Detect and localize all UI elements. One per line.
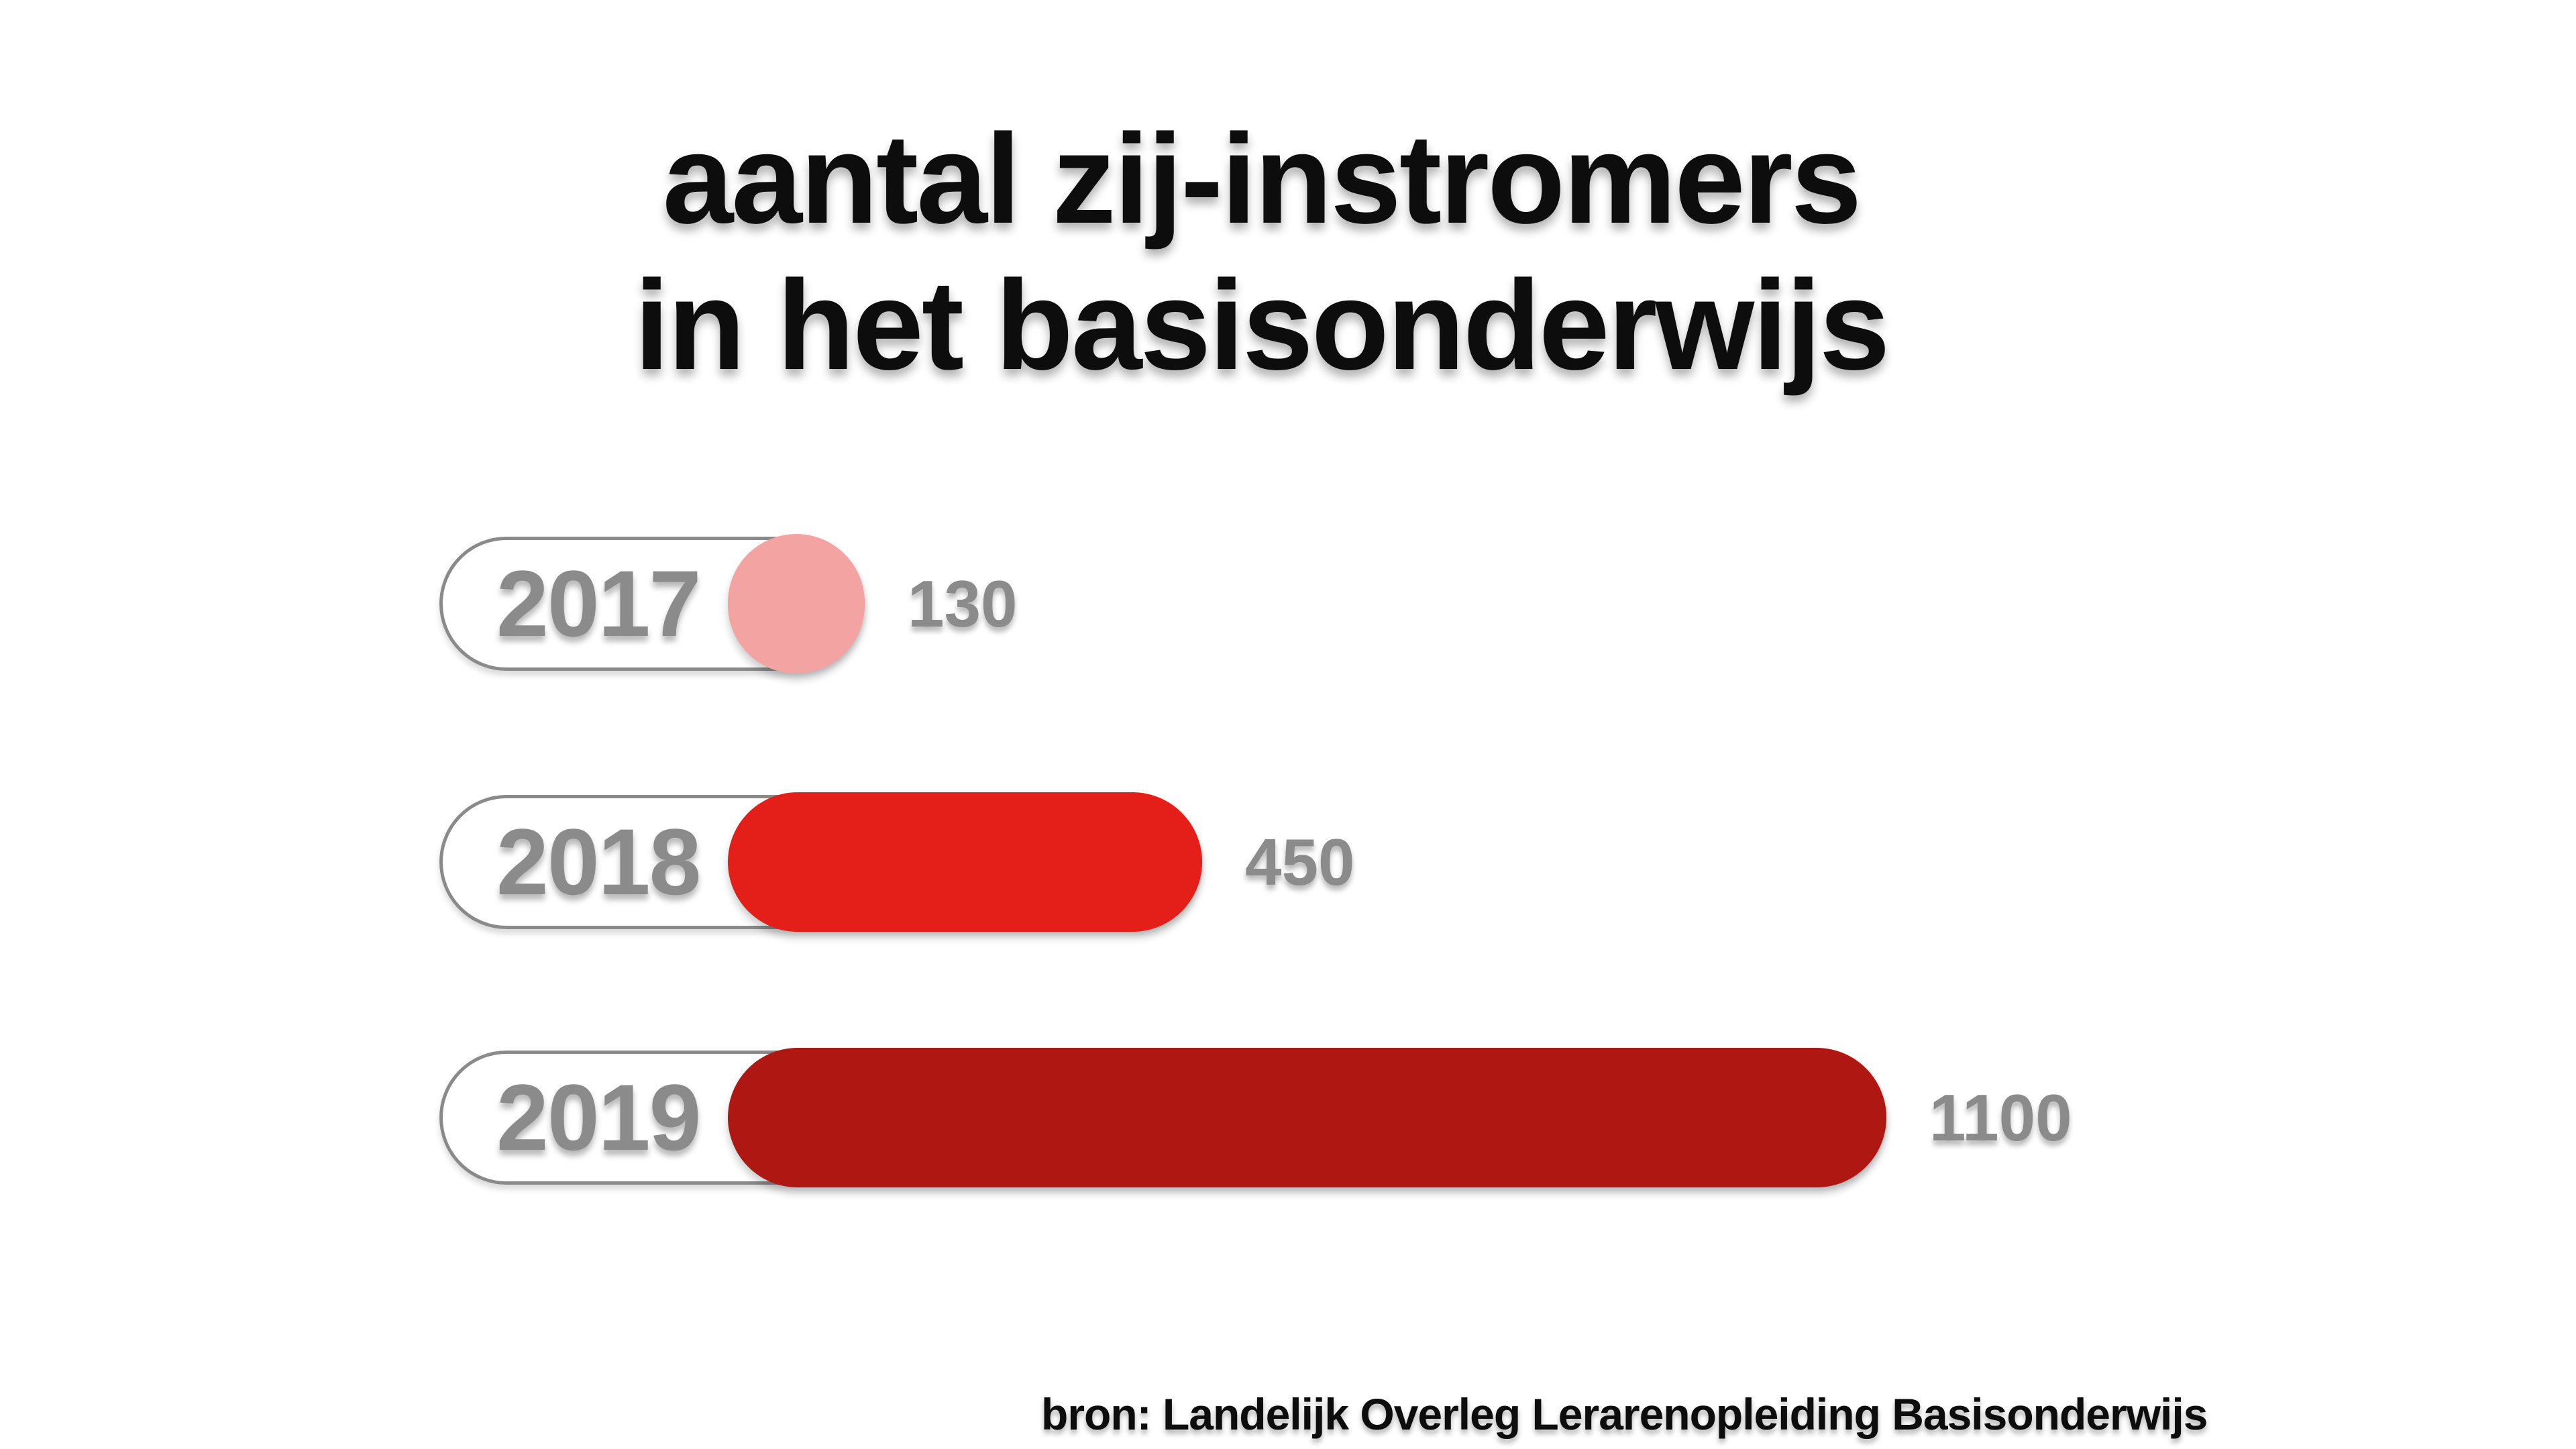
- chart-title-line2: in het basisonderwijs: [634, 254, 1890, 396]
- bar-2017: [728, 534, 865, 674]
- bar-2018: [728, 792, 1202, 932]
- year-label-2017: 2017: [496, 551, 701, 656]
- bar-2019: [728, 1048, 1886, 1187]
- value-label-2017: 130: [908, 566, 1018, 641]
- value-label-2018: 450: [1245, 824, 1355, 899]
- year-label-2019: 2019: [496, 1065, 701, 1170]
- chart-title-line1: aantal zij-instromers: [662, 108, 1862, 250]
- value-label-2019: 1100: [1929, 1080, 2072, 1155]
- chart-title: aantal zij-instromers in het basisonderw…: [0, 106, 2549, 398]
- year-label-2018: 2018: [496, 809, 701, 914]
- source-credit: bron: Landelijk Overleg Lerarenopleiding…: [1041, 1389, 2208, 1439]
- chart-row-2017: 2017 130: [439, 534, 2576, 674]
- chart-row-2019: 2019 1100: [439, 1048, 2576, 1187]
- chart-row-2018: 2018 450: [439, 792, 2576, 932]
